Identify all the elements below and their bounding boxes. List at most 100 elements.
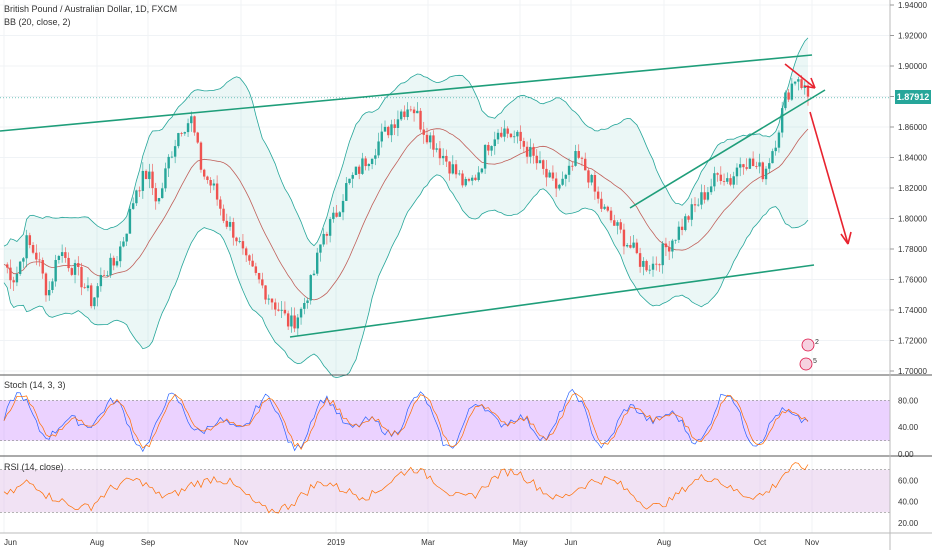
candle-body	[800, 79, 803, 88]
candle-body	[738, 164, 742, 168]
stoch-legend: Stoch (14, 3, 3)	[4, 380, 66, 390]
candle-body	[567, 165, 571, 175]
candle-body	[338, 212, 342, 217]
time-tick-label: May	[512, 538, 527, 547]
candle-body	[403, 111, 406, 118]
candle-body	[112, 257, 115, 266]
candle-body	[584, 158, 587, 171]
candle-body	[161, 188, 164, 199]
candle-body	[89, 285, 93, 307]
event-badge-icon	[799, 357, 813, 371]
candle-body	[790, 83, 794, 100]
candle-body	[593, 175, 597, 192]
candle-body	[774, 147, 777, 152]
candle-body	[761, 162, 764, 180]
time-tick-label: Mar	[421, 538, 435, 547]
candle-body	[9, 267, 12, 281]
price-tick-label: 1.76000	[898, 276, 927, 285]
candle-body	[196, 132, 199, 143]
candle-body	[64, 252, 67, 258]
candle-body	[190, 116, 193, 124]
candle-body	[435, 148, 438, 150]
candle-body	[703, 192, 706, 200]
candle-body	[638, 253, 642, 267]
candle-body	[274, 302, 277, 310]
candle-body	[193, 116, 196, 133]
price-tick-label: 1.92000	[898, 32, 927, 41]
candle-body	[157, 198, 161, 202]
time-tick-label: Aug	[657, 538, 671, 547]
bb-upper-line	[3, 37, 809, 247]
candle-body	[383, 126, 387, 132]
candle-body	[222, 208, 225, 221]
price-tick-label: 1.72000	[898, 337, 927, 346]
candle-body	[545, 168, 548, 178]
time-tick-label: Jun	[565, 538, 578, 547]
candle-body	[625, 245, 629, 247]
candle-body	[267, 298, 270, 300]
stoch-tick-label: 80.00	[898, 396, 919, 405]
candle-body	[596, 191, 600, 199]
candle-body	[319, 244, 322, 253]
candle-body	[367, 164, 371, 167]
down-arrow-shaft	[809, 111, 849, 245]
candle-body	[354, 166, 358, 175]
candle-body	[131, 203, 135, 209]
rsi-line	[3, 462, 809, 514]
candle-body	[312, 273, 316, 276]
candle-body	[106, 274, 109, 276]
candle-body	[522, 141, 526, 147]
price-tick-label: 1.86000	[898, 123, 927, 132]
candle-body	[15, 273, 19, 283]
stoch-tick-label: 40.00	[898, 423, 919, 432]
candle-body	[286, 313, 290, 327]
candle-body	[67, 257, 70, 269]
candle-body	[551, 172, 555, 179]
candle-body	[680, 226, 684, 231]
candle-body	[299, 308, 303, 318]
candle-body	[345, 183, 348, 201]
candle-body	[784, 92, 787, 109]
rsi-band	[0, 469, 890, 513]
candle-body	[722, 180, 726, 182]
price-tick-label: 1.82000	[898, 184, 927, 193]
last-price-tag: 1.87912	[895, 90, 931, 104]
candle-body	[393, 124, 396, 128]
candle-body	[83, 287, 86, 289]
candle-body	[503, 128, 506, 137]
candle-body	[254, 266, 258, 273]
candle-body	[170, 156, 174, 158]
candle-body	[412, 109, 416, 114]
candle-body	[422, 129, 425, 135]
price-tick-label: 1.94000	[898, 1, 927, 10]
candle-body	[154, 188, 157, 202]
candle-body	[351, 174, 354, 179]
candle-body	[671, 240, 674, 252]
candle-body	[509, 133, 513, 138]
candle-body	[202, 169, 206, 177]
rsi-tick-label: 20.00	[898, 519, 919, 528]
rsi-tick-label: 60.00	[898, 476, 919, 485]
candle-body	[206, 176, 209, 180]
candle-body	[451, 164, 455, 174]
candle-body	[768, 163, 771, 169]
candle-body	[138, 190, 141, 192]
candle-body	[225, 220, 228, 227]
candle-body	[241, 241, 245, 249]
candle-body	[186, 123, 190, 133]
candle-body	[613, 220, 616, 226]
candle-body	[697, 204, 700, 206]
price-tick-label: 1.84000	[898, 154, 927, 163]
candle-body	[6, 264, 9, 268]
candle-body	[793, 81, 797, 84]
time-tick-label: Nov	[234, 538, 248, 547]
candle-body	[797, 79, 800, 82]
candle-body	[516, 131, 519, 137]
candle-body	[477, 172, 480, 180]
candle-body	[700, 192, 703, 205]
candle-body	[219, 199, 222, 209]
bb-fill	[4, 37, 808, 378]
candle-body	[57, 255, 61, 261]
